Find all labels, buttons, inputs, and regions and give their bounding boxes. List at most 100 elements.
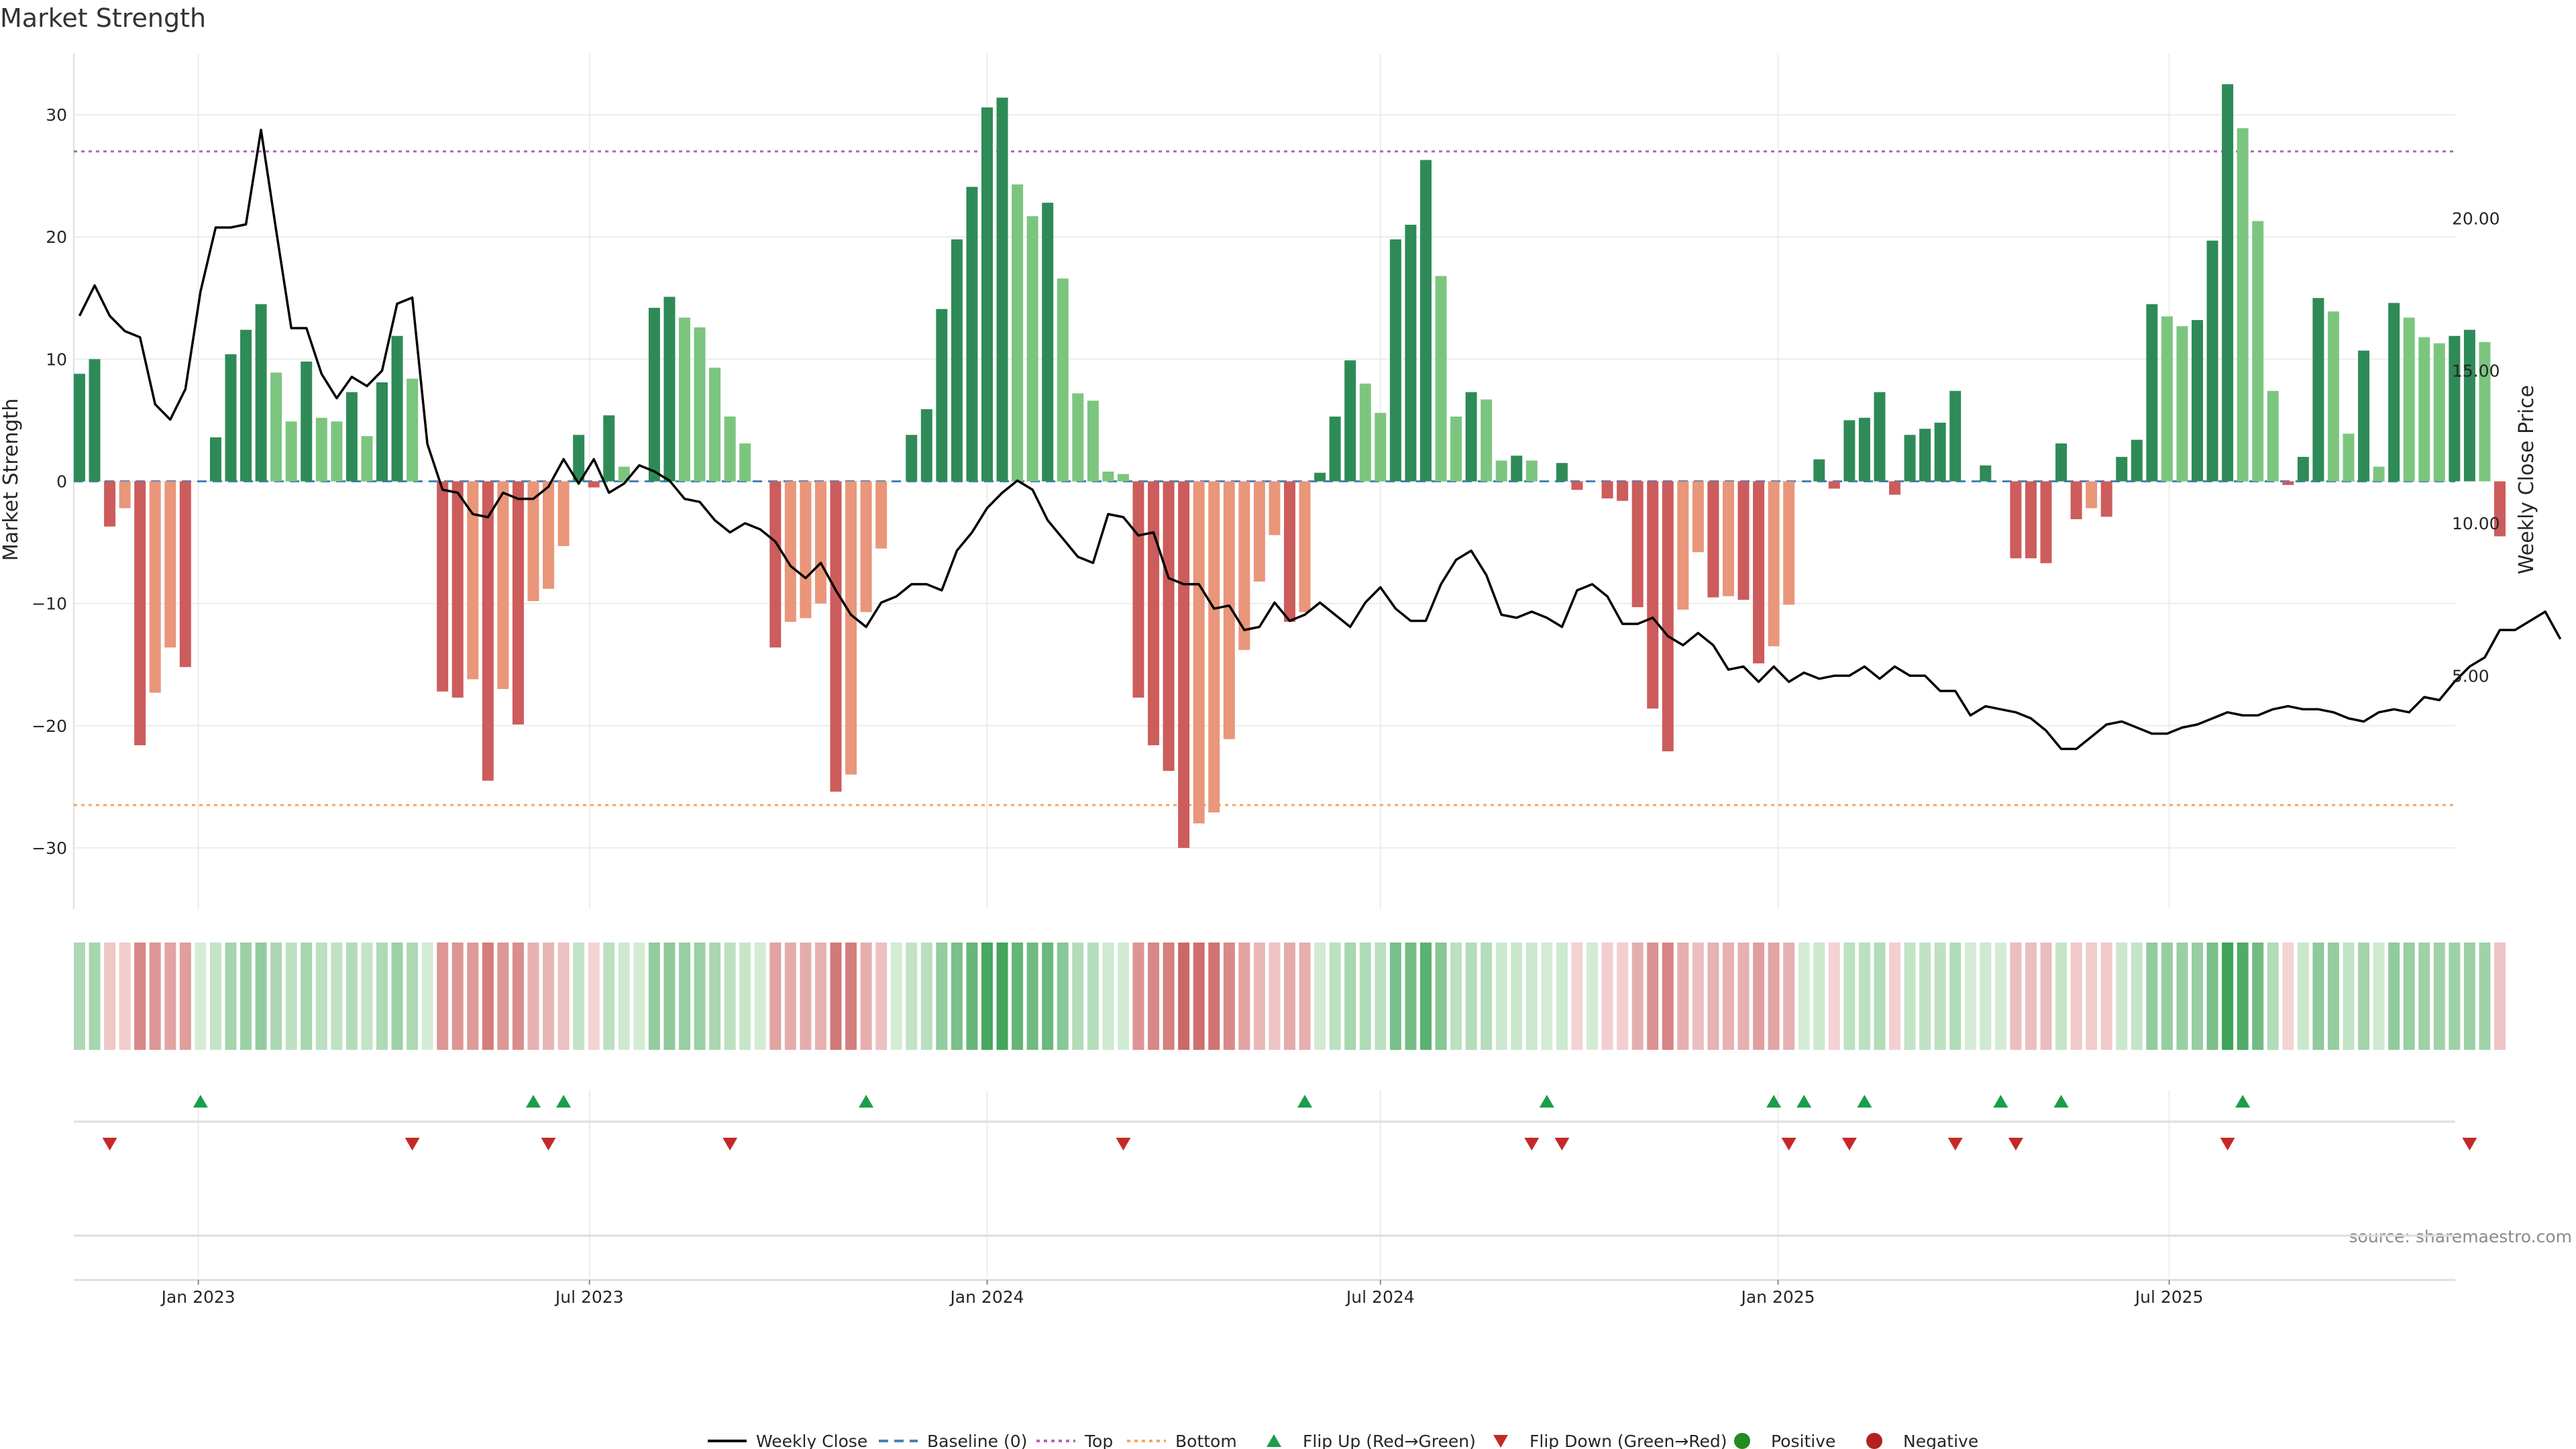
heat-cell xyxy=(1495,943,1507,1050)
heat-cell xyxy=(2176,943,2188,1050)
strength-bar xyxy=(2343,433,2355,482)
heat-cell xyxy=(2222,943,2234,1050)
strength-bar xyxy=(2146,304,2158,482)
heat-cell xyxy=(2418,943,2430,1050)
heat-cell xyxy=(1253,943,1265,1050)
strength-bar xyxy=(527,481,539,601)
heat-cell xyxy=(1042,943,1054,1050)
left-tick-label: −30 xyxy=(32,839,67,858)
heat-cell xyxy=(2206,943,2218,1050)
left-tick-label: 30 xyxy=(46,105,67,125)
heat-cell xyxy=(1087,943,1099,1050)
heat-cell xyxy=(1299,943,1311,1050)
heat-cell xyxy=(1481,943,1493,1050)
left-tick-label: 20 xyxy=(46,227,67,247)
left-tick-label: 10 xyxy=(46,350,67,369)
legend-flip-down-swatch xyxy=(1493,1435,1508,1448)
strength-bar xyxy=(1465,392,1477,482)
heat-cell xyxy=(1375,943,1387,1050)
strength-bar xyxy=(1238,481,1250,650)
heat-cell xyxy=(1737,943,1750,1050)
strength-bar xyxy=(497,481,509,690)
strength-bar xyxy=(1419,160,1432,482)
strength-bar xyxy=(74,374,85,482)
heat-cell xyxy=(1238,943,1250,1050)
strength-bar xyxy=(179,481,191,667)
heat-cell xyxy=(2237,943,2249,1050)
strength-bar xyxy=(164,481,176,648)
flip-down-marker xyxy=(1116,1138,1131,1150)
heat-cell xyxy=(2358,943,2370,1050)
left-tick-label: −20 xyxy=(32,716,67,736)
heat-cell xyxy=(2161,943,2173,1050)
strength-bar xyxy=(2100,481,2112,517)
strength-bar xyxy=(1783,481,1795,605)
strength-bar xyxy=(1223,481,1235,739)
strength-bar xyxy=(255,304,267,482)
heat-cell xyxy=(814,943,826,1050)
heat-cell xyxy=(1057,943,1069,1050)
strength-heat-strip xyxy=(74,943,2506,1050)
left-axis-label: Market Strength xyxy=(0,398,23,561)
strength-bar xyxy=(1692,481,1704,553)
flip-down-marker xyxy=(722,1138,738,1150)
strength-bar xyxy=(1934,423,1946,482)
heat-cell xyxy=(1102,943,1114,1050)
heat-cell xyxy=(179,943,191,1050)
heat-cell xyxy=(648,943,660,1050)
strength-bar xyxy=(1042,203,1054,482)
strength-bar xyxy=(588,481,600,488)
flip-up-marker xyxy=(193,1095,208,1108)
flip-down-marker xyxy=(2220,1138,2235,1150)
heat-cell xyxy=(2463,943,2475,1050)
flip-up-marker xyxy=(1539,1095,1554,1108)
strength-bar xyxy=(1102,471,1114,482)
flip-down-marker xyxy=(1947,1138,1963,1150)
strength-bar xyxy=(1677,481,1689,610)
strength-bar xyxy=(2131,439,2143,482)
strength-bar xyxy=(437,481,449,692)
flip-up-marker xyxy=(1766,1095,1782,1108)
right-tick-label: 20.00 xyxy=(2452,209,2500,228)
strength-bar xyxy=(1980,465,1992,482)
strength-bar xyxy=(1631,481,1644,608)
strength-bar xyxy=(1647,481,1659,709)
strength-bar xyxy=(2327,311,2339,482)
heat-cell xyxy=(2388,943,2400,1050)
heat-cell xyxy=(255,943,267,1050)
flip-up-marker xyxy=(1796,1095,1812,1108)
strength-bar xyxy=(2055,443,2068,482)
heat-cell xyxy=(2252,943,2264,1050)
heat-cell xyxy=(694,943,706,1050)
strength-bar xyxy=(482,481,494,781)
heat-cell xyxy=(1072,943,1084,1050)
heat-cell xyxy=(1813,943,1825,1050)
heat-cell xyxy=(2010,943,2022,1050)
strength-bar xyxy=(1163,481,1175,771)
right-tick-label: 5.00 xyxy=(2452,666,2489,686)
right-axis-ticks: 20.00 15.00 10.00 5.00 xyxy=(2452,209,2500,686)
strength-bar xyxy=(2449,335,2461,482)
strength-bar xyxy=(679,317,690,482)
heat-cell xyxy=(1904,943,1916,1050)
strength-bar xyxy=(361,436,373,482)
heat-cell xyxy=(1919,943,1931,1050)
strength-bar xyxy=(2388,303,2400,482)
heat-cell xyxy=(1435,943,1447,1050)
legend-label: Baseline (0) xyxy=(927,1432,1027,1449)
strength-bar xyxy=(2433,343,2445,482)
flip-up-marker xyxy=(859,1095,874,1108)
heat-cell xyxy=(724,943,736,1050)
strength-bar xyxy=(1057,278,1069,482)
strength-bar xyxy=(875,481,888,549)
heat-cell xyxy=(2131,943,2143,1050)
heat-cell xyxy=(769,943,782,1050)
strength-bar xyxy=(2237,128,2249,482)
heat-cell xyxy=(2312,943,2324,1050)
heat-cell xyxy=(1828,943,1840,1050)
legend-positive-swatch xyxy=(1734,1433,1750,1449)
strength-bar xyxy=(512,481,524,724)
heat-cell xyxy=(2100,943,2112,1050)
strength-bar xyxy=(1511,455,1523,482)
heat-cell xyxy=(1117,943,1129,1050)
